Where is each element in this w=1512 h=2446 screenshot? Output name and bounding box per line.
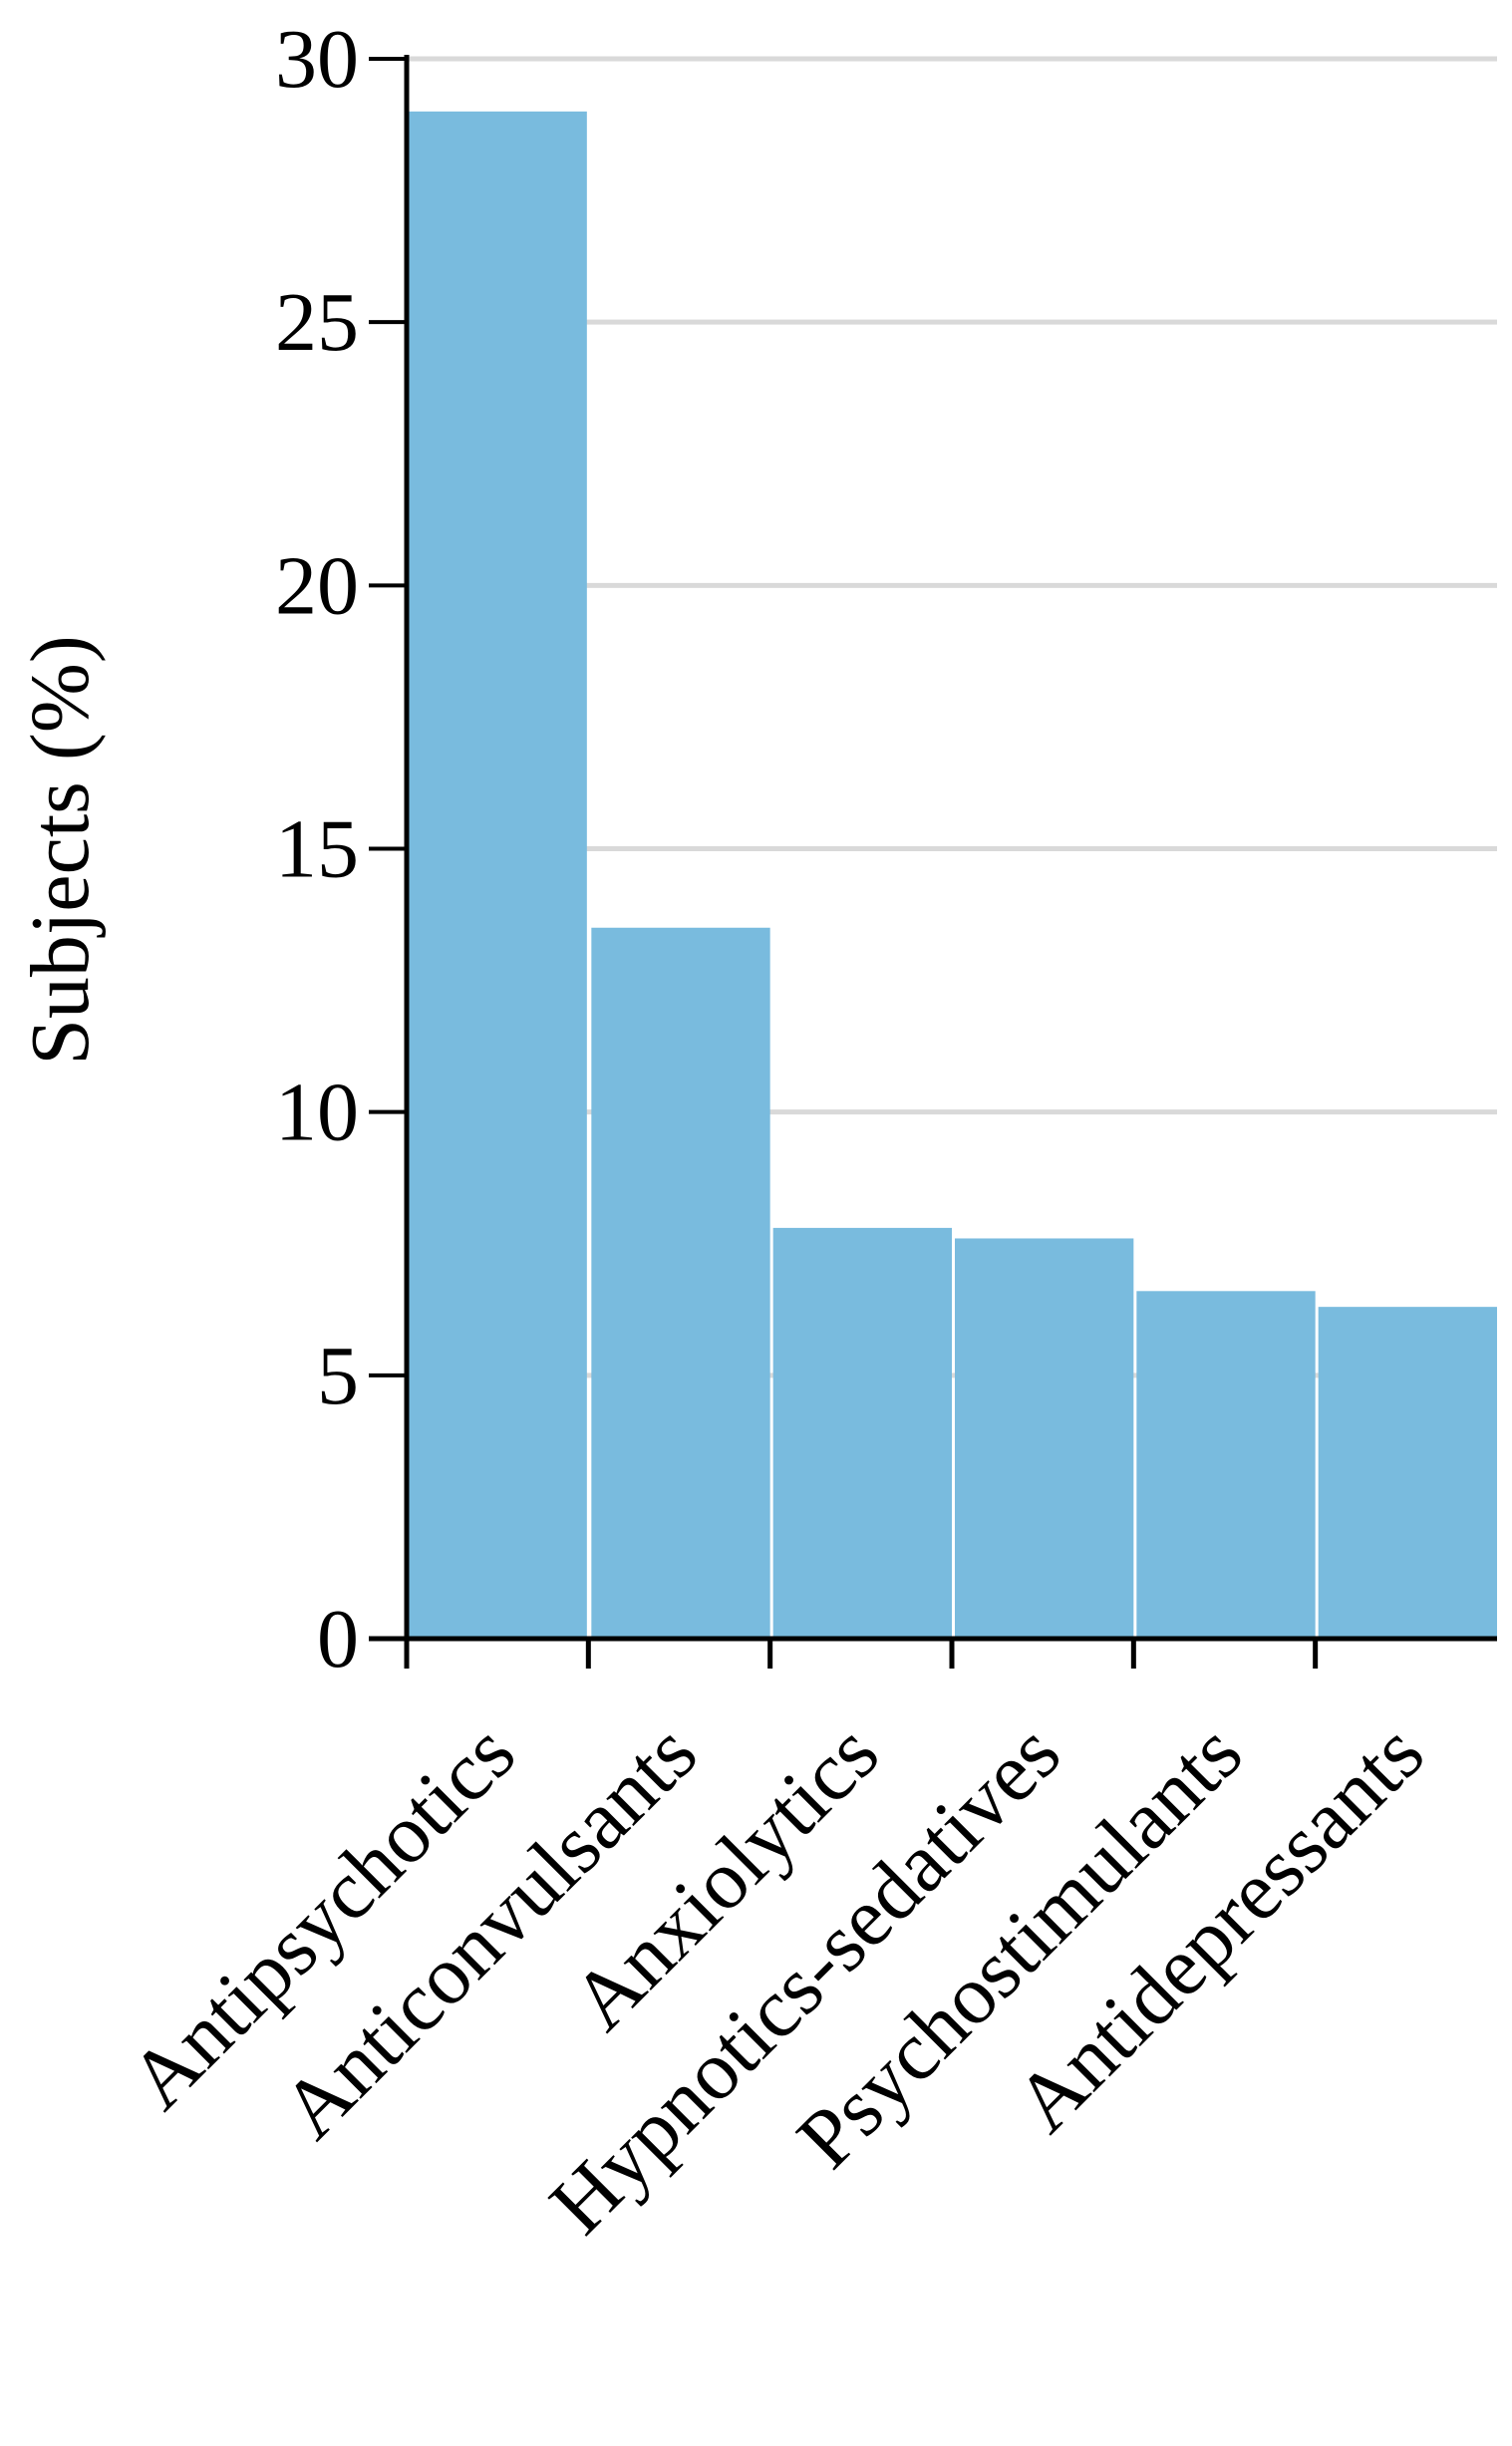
y-tick-label: 0	[317, 1593, 359, 1685]
y-tick-label: 20	[275, 539, 359, 632]
y-tick-label: 30	[275, 13, 359, 106]
category-labels: AntipsychoticsAnticonvulsantsAnxiolytics…	[112, 1706, 1441, 2252]
bar-anticonvulsants	[591, 927, 770, 1639]
bar-hypnotics-sedatives	[955, 1238, 1134, 1639]
x-tick-marks	[404, 1639, 1319, 1669]
bar-antipsychotics	[407, 111, 587, 1639]
y-tick-label: 5	[317, 1330, 359, 1422]
y-tick-labels: 0 5 10 15 20 25 30	[275, 13, 407, 1685]
bar-antidepressants	[1318, 1307, 1497, 1639]
y-tick-label: 25	[275, 276, 359, 369]
y-tick-label: 15	[275, 803, 359, 896]
bar-psychostimulants	[1136, 1291, 1316, 1639]
bars	[407, 111, 1497, 1639]
y-axis-title: Subjects (%)	[14, 635, 107, 1066]
y-tick-label: 10	[275, 1067, 359, 1159]
bar-anxiolytics	[772, 1227, 952, 1639]
